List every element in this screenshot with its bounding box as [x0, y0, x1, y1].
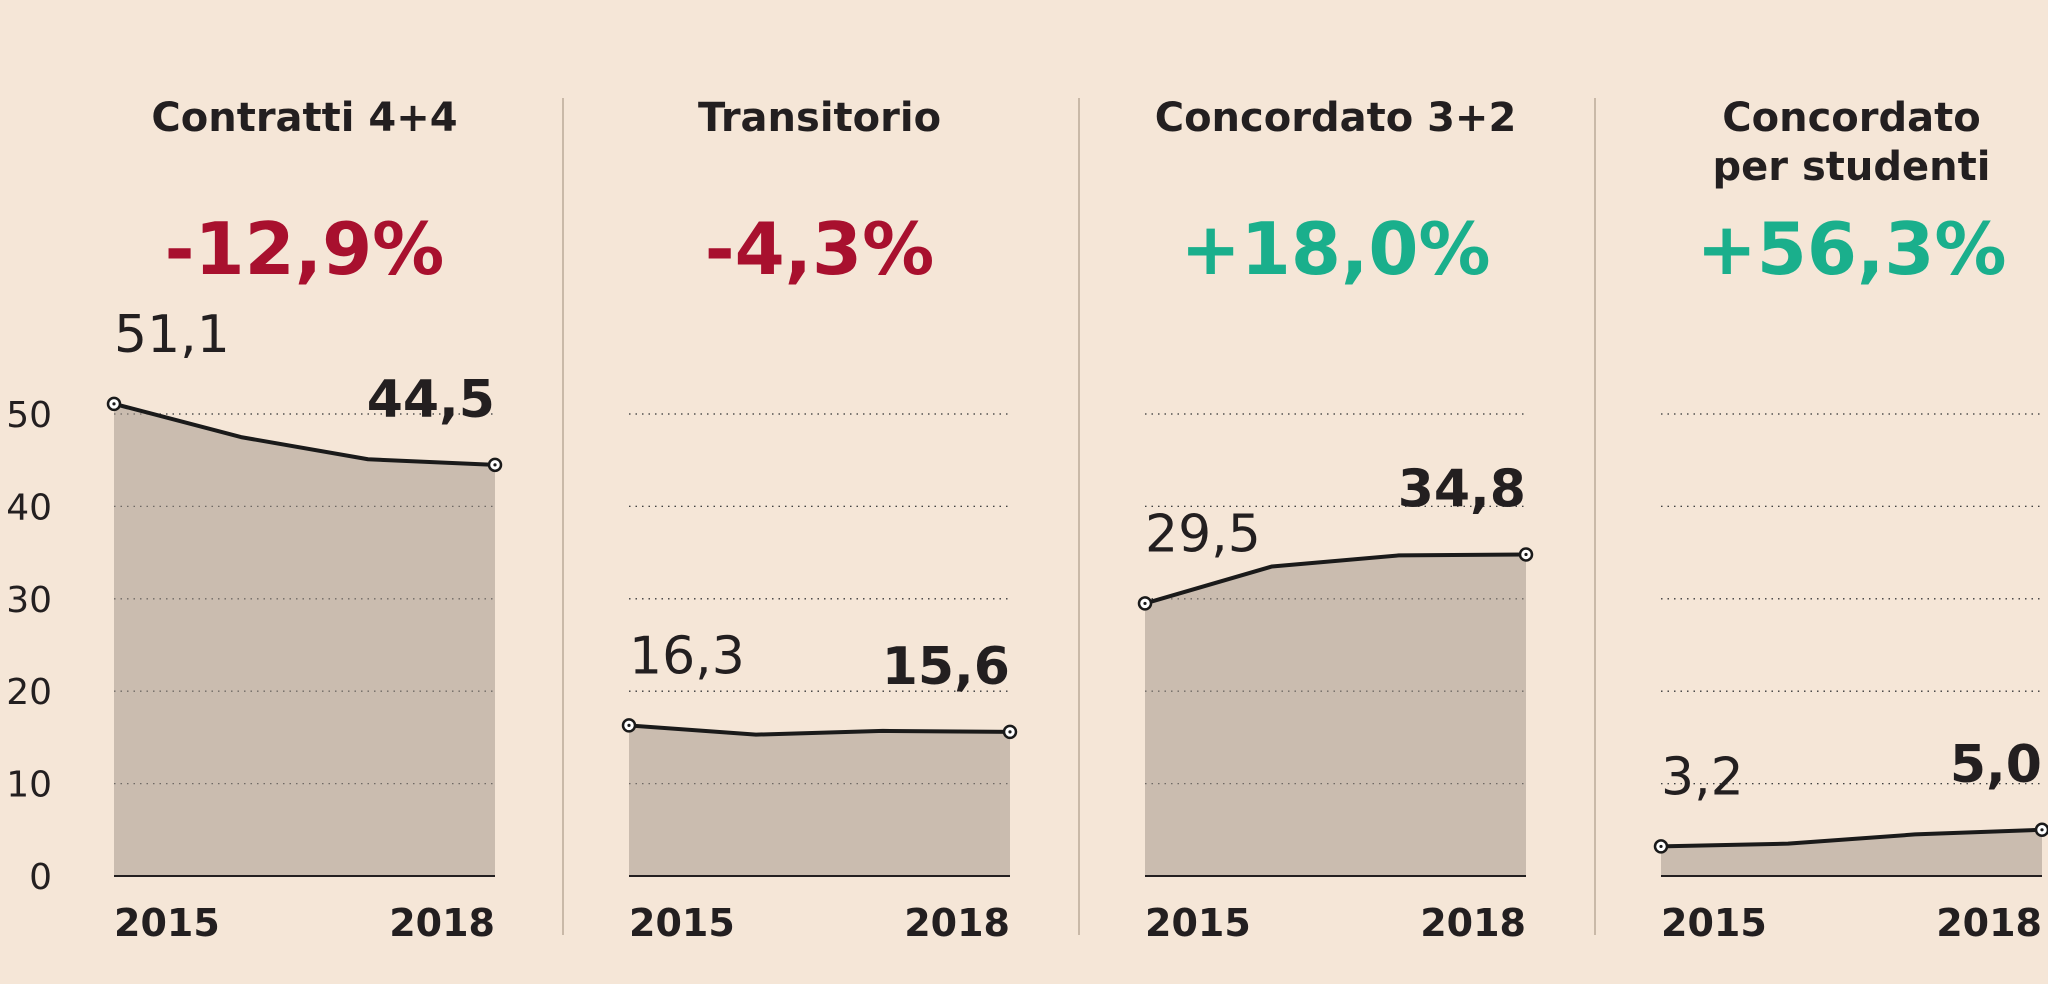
end-value-label: 5,0 — [1950, 735, 2042, 795]
end-value-label: 15,6 — [882, 637, 1010, 697]
panel-2: Transitorio -4,3% 16,3 15,6 2015 2018 — [621, 95, 1018, 945]
area-fill — [114, 403, 495, 876]
y-tick-label: 0 — [29, 857, 52, 898]
series-line — [1144, 552, 1527, 606]
panel-3: Concordato 3+2 +18,0% 29,5 34,8 2015 2018 — [1137, 95, 1534, 945]
data-point-center — [1143, 601, 1147, 606]
start-value-label: 29,5 — [1145, 504, 1261, 564]
data-point-center — [627, 723, 631, 727]
area-fill — [1661, 829, 2042, 876]
y-tick-label: 20 — [6, 672, 52, 713]
data-point-center — [2040, 828, 2044, 832]
series-line — [1660, 827, 2043, 849]
panel-title: Concordato — [1722, 95, 1980, 141]
panel-1: Contratti 4+4 -12,9% 51,1 44,5 2015 2018 0 10 20… — [6, 95, 503, 945]
panel-title: Contratti 4+4 — [151, 95, 457, 141]
panel-title: per studenti — [1713, 144, 1991, 190]
y-tick-label: 40 — [6, 487, 52, 528]
start-value-label: 3,2 — [1661, 747, 1744, 807]
x-tick-label: 2018 — [904, 901, 1010, 945]
data-point-center — [1524, 552, 1528, 557]
area-fill — [1145, 554, 1526, 876]
x-tick-label: 2018 — [1936, 901, 2042, 945]
x-tick-label: 2018 — [1420, 901, 1526, 945]
data-point-center — [112, 402, 116, 406]
y-tick-label: 30 — [6, 580, 52, 621]
end-value-label: 44,5 — [367, 370, 495, 430]
change-percent: +18,0% — [1180, 207, 1490, 291]
data-point-center — [493, 463, 497, 467]
y-tick-label: 10 — [6, 765, 52, 806]
y-tick-label: 50 — [6, 395, 52, 436]
change-percent: -4,3% — [705, 207, 935, 291]
change-percent: +56,3% — [1696, 207, 2006, 291]
x-tick-label: 2015 — [1661, 901, 1767, 945]
end-value-label: 34,8 — [1398, 459, 1526, 519]
panel-title: Concordato 3+2 — [1155, 95, 1517, 141]
x-tick-label: 2015 — [1145, 901, 1251, 945]
panel-title: Transitorio — [698, 95, 941, 141]
area-fill — [629, 725, 1010, 876]
x-tick-label: 2018 — [389, 901, 495, 945]
x-tick-label: 2015 — [629, 901, 735, 945]
start-value-label: 51,1 — [114, 305, 230, 365]
data-point-center — [1008, 730, 1012, 734]
series-line — [628, 723, 1011, 737]
start-value-label: 16,3 — [629, 626, 745, 686]
x-tick-label: 2015 — [114, 901, 220, 945]
series-line — [113, 401, 496, 467]
data-point-center — [1659, 844, 1663, 849]
change-percent: -12,9% — [165, 207, 445, 291]
